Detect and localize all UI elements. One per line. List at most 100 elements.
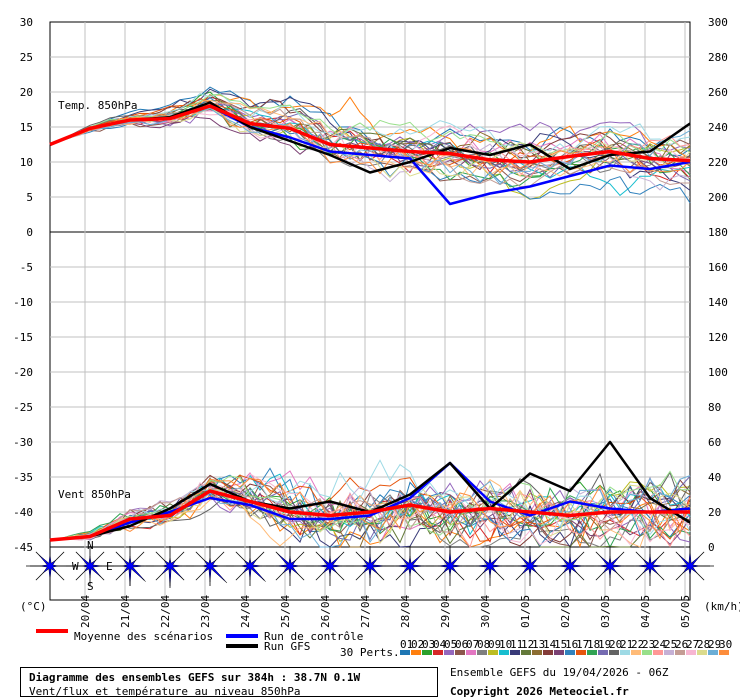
rose-petals (121, 555, 146, 587)
y-tick-label-right: 100 (708, 366, 728, 379)
pert-number: 16 (565, 638, 578, 651)
wind-rose (386, 546, 434, 586)
pert-swatch (477, 650, 487, 655)
pert-line-wind (49, 479, 691, 548)
mean-line-wind (49, 489, 690, 542)
copyright-label: Copyright 2026 Meteociel.fr (450, 685, 629, 698)
pert-number: 08 (477, 638, 490, 651)
wind-rose (626, 546, 674, 586)
y-tick-label-left: 15 (20, 121, 33, 134)
pert-number: 12 (521, 638, 534, 651)
pert-number: 09 (488, 638, 501, 651)
y-tick-label-left: -25 (13, 401, 33, 414)
pert-swatch (488, 650, 498, 655)
pert-swatch (433, 650, 443, 655)
wind-rose (506, 546, 554, 586)
pert-number: 21 (620, 638, 633, 651)
pert-number: 15 (554, 638, 567, 651)
y-tick-label-right: 180 (708, 226, 728, 239)
mean-line-temp (49, 104, 691, 164)
rose-petals (635, 553, 665, 577)
pert-line-wind (49, 459, 691, 541)
x-tick-labels: 20/04 21/04 22/04 23/04 24/04 25/04 26/04 27/04… (20, 595, 740, 628)
pert-swatch (642, 650, 652, 655)
compass-w: W (72, 560, 79, 573)
y-tick-label-left: -35 (13, 471, 33, 484)
pert-swatch (444, 650, 454, 655)
pert-swatch (675, 650, 685, 655)
pert-swatch (532, 650, 542, 655)
units-left: (°C) (20, 600, 47, 613)
rose-petals (597, 555, 625, 579)
rose-petals (79, 555, 103, 579)
x-tick-label: 02/05 (559, 595, 572, 628)
legend-label-control: Run de contrôle (264, 630, 363, 643)
wind-rose (666, 546, 714, 586)
pert-number: 14 (543, 638, 557, 651)
y-tick-label-right: 140 (708, 296, 728, 309)
rose-petals (38, 553, 59, 581)
rose-petals (517, 551, 541, 577)
pert-swatch (631, 650, 641, 655)
rose-petals (275, 553, 301, 577)
footer-title: Diagramme des ensembles GEFS sur 384h : … (29, 671, 361, 684)
y-tick-label-right: 260 (708, 86, 728, 99)
pert-swatch (466, 650, 476, 655)
y-tick-label-right: 60 (708, 436, 721, 449)
rose-petals (359, 553, 387, 579)
pert-line-temp (49, 93, 691, 162)
y-tick-label-right: 200 (708, 191, 728, 204)
y-tick-label-left: 10 (20, 156, 33, 169)
pert-swatch (609, 650, 619, 655)
pert-number: 24 (653, 638, 667, 651)
pert-line-temp (49, 96, 691, 171)
rose-petals (201, 557, 228, 584)
y-tick-label-left: -30 (13, 436, 33, 449)
rose-petals (317, 555, 343, 577)
y-tick-label-right: 220 (708, 156, 728, 169)
pert-swatch (422, 650, 432, 655)
y-tick-label-right: 40 (708, 471, 721, 484)
pert-number: 07 (466, 638, 479, 651)
plot-frame (49, 21, 691, 601)
x-tick-label: 27/04 (359, 595, 372, 628)
wind-rose (426, 546, 474, 586)
x-tick-label: 30/04 (479, 595, 492, 628)
pert-number: 06 (455, 638, 468, 651)
wind-rose (466, 546, 514, 586)
pert-number: 18 (587, 638, 600, 651)
y-tick-label-right: 160 (708, 261, 728, 274)
pert-number: 03 (422, 638, 435, 651)
pert-swatch (620, 650, 630, 655)
pert-number: 02 (411, 638, 424, 651)
legend-label-mean: Moyenne des scénarios (74, 630, 213, 643)
x-tick-label: 24/04 (239, 595, 252, 628)
x-tick-label: 01/05 (519, 595, 532, 628)
x-tick-label: 25/04 (279, 595, 292, 628)
y-tick-label-left: -15 (13, 331, 33, 344)
pert-number: 04 (433, 638, 447, 651)
pert-swatch (598, 650, 608, 655)
x-tick-label: 26/04 (319, 595, 332, 628)
x-tick-label: 20/04 (79, 595, 92, 628)
pert-number: 19 (598, 638, 611, 651)
y-tick-label-right: 240 (708, 121, 728, 134)
y-tick-label-right: 120 (708, 331, 728, 344)
pert-swatch (543, 650, 553, 655)
y-tick-label-right: 0 (708, 541, 715, 554)
pert-swatch (708, 650, 718, 655)
pert-number: 13 (532, 638, 545, 651)
grid (49, 21, 691, 601)
pert-number: 22 (631, 638, 644, 651)
bottom-panel-label: Vent 850hPa (58, 488, 131, 501)
pert-line-wind (49, 484, 691, 541)
pert-number: 27 (686, 638, 699, 651)
pert-line-temp (49, 93, 691, 182)
pert-line-wind (49, 486, 691, 549)
y-tick-label-right: 80 (708, 401, 721, 414)
x-tick-label: 28/04 (399, 595, 412, 628)
pert-swatch (686, 650, 696, 655)
pert-swatch (510, 650, 520, 655)
